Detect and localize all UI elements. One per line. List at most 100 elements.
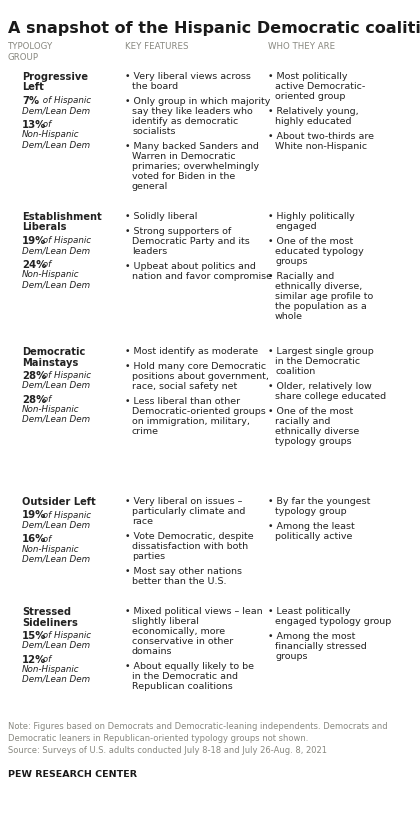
Text: Dem/Lean Dem: Dem/Lean Dem xyxy=(22,675,90,684)
Text: whole: whole xyxy=(275,312,303,321)
Text: Dem/Lean Dem: Dem/Lean Dem xyxy=(22,140,90,149)
Text: slightly liberal: slightly liberal xyxy=(132,617,199,626)
Text: educated typology: educated typology xyxy=(275,247,364,256)
Text: Dem/Lean Dem: Dem/Lean Dem xyxy=(22,246,90,255)
Text: ethnically diverse: ethnically diverse xyxy=(275,427,359,436)
Text: engaged typology group: engaged typology group xyxy=(275,617,391,626)
Text: • About two-thirds are: • About two-thirds are xyxy=(268,132,374,141)
Text: • Least politically: • Least politically xyxy=(268,607,351,616)
Text: Progressive: Progressive xyxy=(22,72,88,82)
Text: Democratic: Democratic xyxy=(22,347,85,357)
Text: financially stressed: financially stressed xyxy=(275,642,367,651)
Text: coalition: coalition xyxy=(275,367,315,376)
Text: • Less liberal than other: • Less liberal than other xyxy=(125,397,240,406)
Text: groups: groups xyxy=(275,652,307,661)
Text: race: race xyxy=(132,517,153,526)
Text: • Strong supporters of: • Strong supporters of xyxy=(125,227,231,236)
Text: socialists: socialists xyxy=(132,127,176,136)
Text: in the Democratic: in the Democratic xyxy=(275,357,360,366)
Text: Mainstays: Mainstays xyxy=(22,357,79,367)
Text: • Only group in which majority: • Only group in which majority xyxy=(125,97,270,106)
Text: PEW RESEARCH CENTER: PEW RESEARCH CENTER xyxy=(8,770,137,779)
Text: • Racially and: • Racially and xyxy=(268,272,334,281)
Text: • By far the youngest: • By far the youngest xyxy=(268,497,370,506)
Text: of Hispanic: of Hispanic xyxy=(40,510,91,519)
Text: parties: parties xyxy=(132,552,165,561)
Text: • Solidly liberal: • Solidly liberal xyxy=(125,212,197,221)
Text: of Hispanic: of Hispanic xyxy=(40,236,91,245)
Text: Dem/Lean Dem: Dem/Lean Dem xyxy=(22,554,90,563)
Text: the board: the board xyxy=(132,82,178,91)
Text: • Relatively young,: • Relatively young, xyxy=(268,107,359,116)
Text: Dem/Lean Dem: Dem/Lean Dem xyxy=(22,520,90,529)
Text: Dem/Lean Dem: Dem/Lean Dem xyxy=(22,280,90,289)
Text: 19%: 19% xyxy=(22,236,46,246)
Text: typology groups: typology groups xyxy=(275,437,352,446)
Text: • Very liberal views across: • Very liberal views across xyxy=(125,72,251,81)
Text: • Largest single group: • Largest single group xyxy=(268,347,374,356)
Text: • Older, relatively low: • Older, relatively low xyxy=(268,382,372,391)
Text: • Vote Democratic, despite: • Vote Democratic, despite xyxy=(125,532,254,541)
Text: on immigration, military,: on immigration, military, xyxy=(132,417,250,426)
Text: of Hispanic: of Hispanic xyxy=(40,96,91,105)
Text: general: general xyxy=(132,182,168,191)
Text: of: of xyxy=(40,535,51,544)
Text: Liberals: Liberals xyxy=(22,222,66,233)
Text: 15%: 15% xyxy=(22,631,47,641)
Text: • Many backed Sanders and: • Many backed Sanders and xyxy=(125,142,259,151)
Text: Non-Hispanic: Non-Hispanic xyxy=(22,545,79,554)
Text: Non-Hispanic: Non-Hispanic xyxy=(22,130,79,139)
Text: active Democratic-: active Democratic- xyxy=(275,82,365,91)
Text: • Very liberal on issues –: • Very liberal on issues – xyxy=(125,497,242,506)
Text: Outsider Left: Outsider Left xyxy=(22,497,96,507)
Text: economically, more: economically, more xyxy=(132,627,225,636)
Text: share college educated: share college educated xyxy=(275,392,386,401)
Text: particularly climate and: particularly climate and xyxy=(132,507,245,516)
Text: • Highly politically: • Highly politically xyxy=(268,212,355,221)
Text: Warren in Democratic: Warren in Democratic xyxy=(132,152,236,161)
Text: WHO THEY ARE: WHO THEY ARE xyxy=(268,42,335,51)
Text: 16%: 16% xyxy=(22,535,46,545)
Text: White non-Hispanic: White non-Hispanic xyxy=(275,142,367,151)
Text: of: of xyxy=(40,260,51,269)
Text: • Most politically: • Most politically xyxy=(268,72,347,81)
Text: racially and: racially and xyxy=(275,417,331,426)
Text: Stressed: Stressed xyxy=(22,607,71,617)
Text: race, social safety net: race, social safety net xyxy=(132,382,237,391)
Text: nation and favor compromise: nation and favor compromise xyxy=(132,272,272,281)
Text: Dem/Lean Dem: Dem/Lean Dem xyxy=(22,415,90,424)
Text: 13%: 13% xyxy=(22,120,46,130)
Text: • Mixed political views – lean: • Mixed political views – lean xyxy=(125,607,262,616)
Text: Non-Hispanic: Non-Hispanic xyxy=(22,270,79,279)
Text: Non-Hispanic: Non-Hispanic xyxy=(22,405,79,414)
Text: domains: domains xyxy=(132,647,173,656)
Text: groups: groups xyxy=(275,257,307,266)
Text: • One of the most: • One of the most xyxy=(268,407,353,416)
Text: highly educated: highly educated xyxy=(275,117,352,126)
Text: Non-Hispanic: Non-Hispanic xyxy=(22,665,79,674)
Text: voted for Biden in the: voted for Biden in the xyxy=(132,172,235,181)
Text: typology group: typology group xyxy=(275,507,346,516)
Text: primaries; overwhelmingly: primaries; overwhelmingly xyxy=(132,162,259,171)
Text: of: of xyxy=(40,395,51,404)
Text: Republican coalitions: Republican coalitions xyxy=(132,682,233,691)
Text: KEY FEATURES: KEY FEATURES xyxy=(125,42,189,51)
Text: 7%: 7% xyxy=(22,96,39,106)
Text: 28%: 28% xyxy=(22,371,46,381)
Text: Dem/Lean Dem: Dem/Lean Dem xyxy=(22,641,90,650)
Text: identify as democratic: identify as democratic xyxy=(132,117,238,126)
Text: • Among the least: • Among the least xyxy=(268,522,355,531)
Text: • Hold many core Democratic: • Hold many core Democratic xyxy=(125,362,266,371)
Text: ethnically diverse,: ethnically diverse, xyxy=(275,282,362,291)
Text: better than the U.S.: better than the U.S. xyxy=(132,577,226,586)
Text: 12%: 12% xyxy=(22,655,46,665)
Text: 28%: 28% xyxy=(22,395,46,405)
Text: conservative in other: conservative in other xyxy=(132,637,233,646)
Text: TYPOLOGY
GROUP: TYPOLOGY GROUP xyxy=(8,42,53,62)
Text: the population as a: the population as a xyxy=(275,302,367,311)
Text: of Hispanic: of Hispanic xyxy=(40,631,91,640)
Text: • One of the most: • One of the most xyxy=(268,237,353,246)
Text: engaged: engaged xyxy=(275,222,317,231)
Text: • About equally likely to be: • About equally likely to be xyxy=(125,662,254,671)
Text: dissatisfaction with both: dissatisfaction with both xyxy=(132,542,248,551)
